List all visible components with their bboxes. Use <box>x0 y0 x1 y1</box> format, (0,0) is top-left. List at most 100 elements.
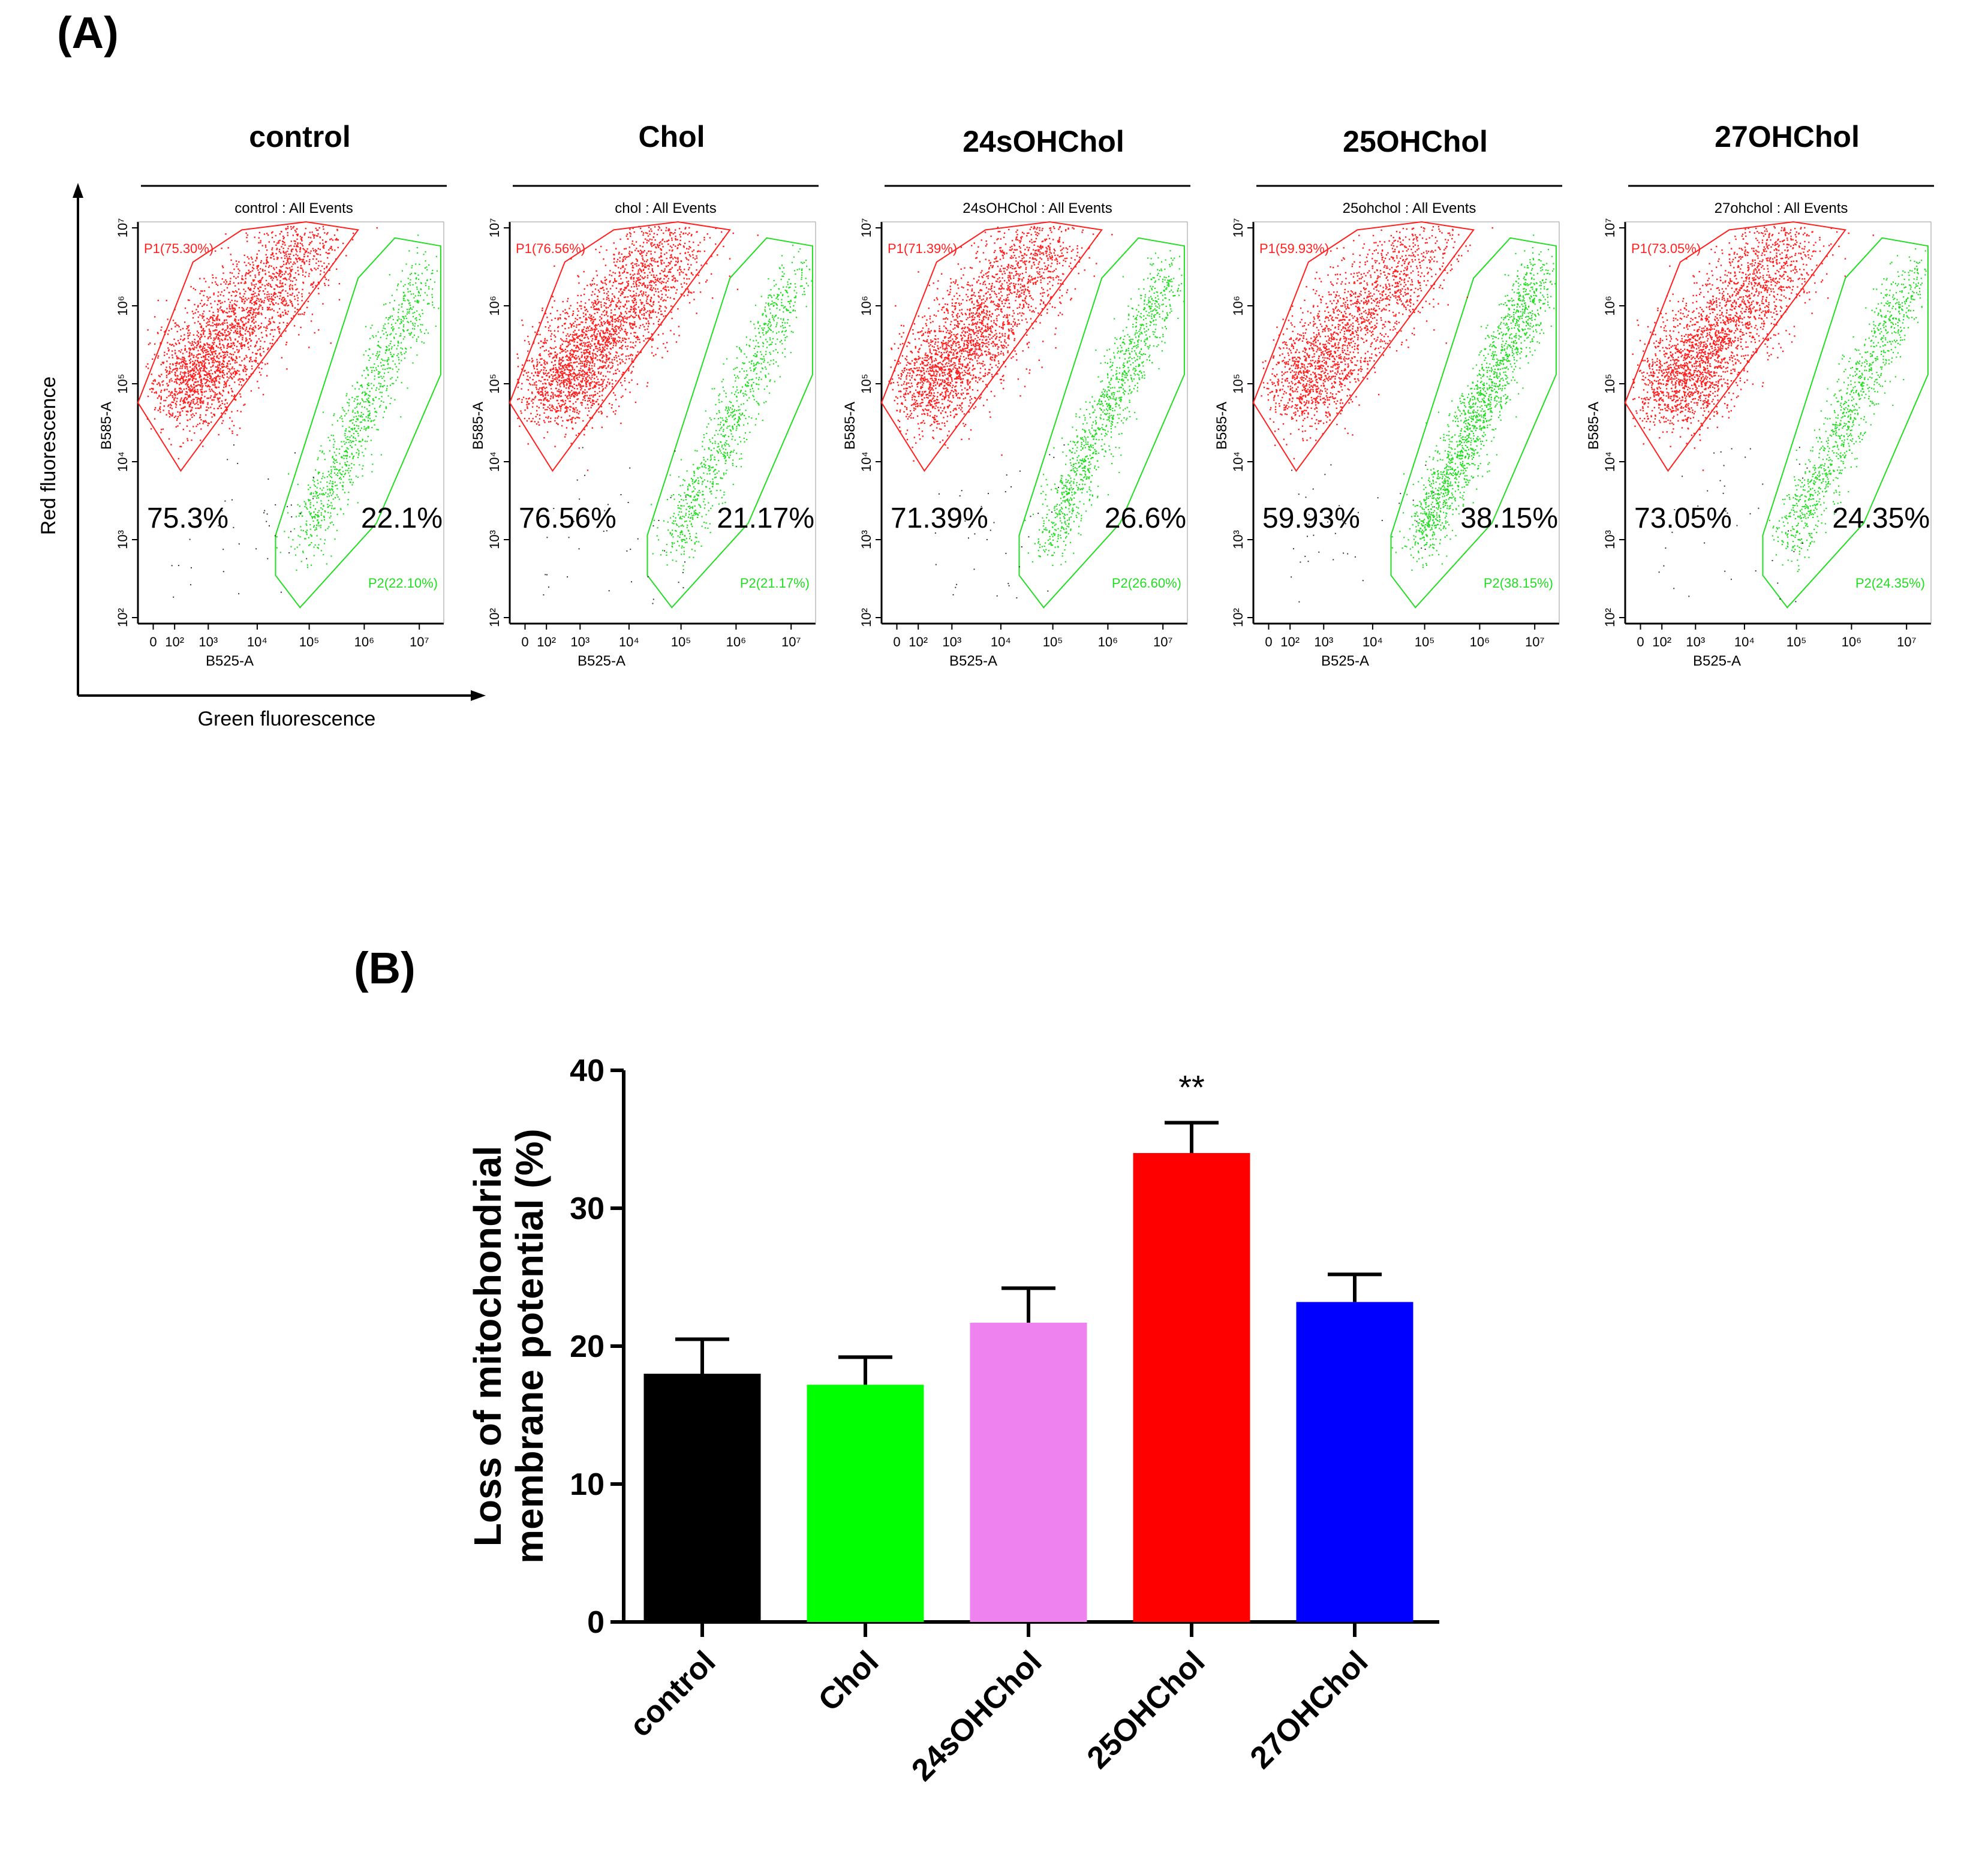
p1-event <box>576 350 578 352</box>
p1-event <box>241 300 243 303</box>
p1-event <box>600 411 602 413</box>
p1-event <box>231 395 233 397</box>
p1-event <box>234 327 236 329</box>
p2-event <box>306 564 308 566</box>
p1-event <box>213 362 215 364</box>
p1-event <box>227 339 228 341</box>
p2-event <box>332 483 334 484</box>
x-tick-label: 10⁵ <box>671 634 691 649</box>
p1-event <box>565 387 567 389</box>
p1-event <box>202 385 204 387</box>
p1-event <box>200 440 201 441</box>
p1-event <box>249 360 251 362</box>
p1-event <box>633 290 634 292</box>
p1-event <box>618 328 619 330</box>
p1-event <box>189 366 191 368</box>
p2-event <box>358 450 360 452</box>
p1-event <box>204 349 207 351</box>
p1-event <box>270 286 272 288</box>
p2-event <box>400 335 402 337</box>
p1-event <box>185 376 188 378</box>
p1-event <box>261 368 263 369</box>
p1-event <box>549 384 551 386</box>
p1-event <box>542 345 544 347</box>
p1-event <box>154 343 156 345</box>
p1-event <box>212 364 214 366</box>
p1-event <box>191 341 193 343</box>
p2-event <box>366 384 368 386</box>
p1-event <box>536 365 538 366</box>
p1-event <box>281 271 283 273</box>
p1-event <box>242 296 244 297</box>
p1-event <box>619 260 621 262</box>
p1-event <box>188 396 190 398</box>
p1-event <box>252 293 255 295</box>
p1-event <box>194 390 196 393</box>
p1-event <box>547 395 549 396</box>
p2-event <box>317 516 319 518</box>
p1-event <box>234 351 236 353</box>
p1-event <box>268 296 270 297</box>
p2-event <box>360 416 362 418</box>
p1-event <box>197 321 199 323</box>
p1-event <box>596 335 598 337</box>
p1-event <box>215 353 216 355</box>
p2-event <box>323 453 325 455</box>
p1-event <box>192 317 194 319</box>
p1-event <box>203 332 204 334</box>
p1-event <box>639 324 642 327</box>
p1-event <box>225 335 227 336</box>
p1-event <box>652 338 654 340</box>
p2-event <box>360 412 362 414</box>
p2-event <box>429 278 432 281</box>
p1-event <box>633 308 634 311</box>
p2-event <box>317 471 319 473</box>
p2-event <box>414 323 416 324</box>
p1-event <box>588 375 590 377</box>
p1-event <box>643 282 645 284</box>
p1-event <box>611 379 613 381</box>
p1-event <box>630 323 631 324</box>
p1-event <box>215 387 217 389</box>
p1-event <box>239 381 241 383</box>
p2-event <box>331 521 333 523</box>
p1-event <box>288 304 290 306</box>
p1-event <box>219 294 221 296</box>
p1-event <box>210 407 212 408</box>
p1-event <box>224 322 225 324</box>
p1-event <box>545 372 546 374</box>
p1-event <box>179 392 181 394</box>
p1-event <box>531 420 533 422</box>
p2-event <box>424 292 426 294</box>
p1-event <box>185 388 187 390</box>
p2-event <box>308 537 309 538</box>
p1-event <box>179 422 181 425</box>
p1-event <box>568 387 570 390</box>
p1-event <box>245 368 248 371</box>
p1-event <box>192 360 194 362</box>
p1-event <box>670 305 672 307</box>
p1-event <box>607 366 609 368</box>
p1-event <box>204 378 206 381</box>
p1-event <box>199 338 201 339</box>
p1-event <box>311 240 313 242</box>
p1-event <box>213 384 215 386</box>
p2-event <box>296 546 298 548</box>
p2-event <box>374 378 375 380</box>
p1-event <box>272 252 274 255</box>
p2-event <box>315 514 317 516</box>
p1-event <box>160 344 161 345</box>
p1-event <box>585 382 587 384</box>
p1-event <box>209 373 211 375</box>
p2-event <box>358 452 360 454</box>
p2-event <box>383 401 384 403</box>
p2-event <box>330 502 332 504</box>
p1-event <box>200 389 201 391</box>
p1-event <box>625 333 627 335</box>
p1-event <box>197 360 199 362</box>
p1-event <box>202 313 204 315</box>
p1-event <box>610 333 612 335</box>
p1-event <box>557 407 558 410</box>
p2-event <box>309 514 311 516</box>
p1-event <box>651 346 653 348</box>
